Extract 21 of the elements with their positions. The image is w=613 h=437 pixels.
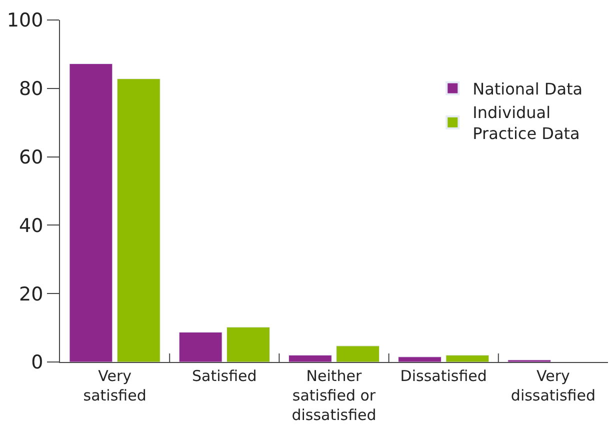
x-tick-label: Very satisfied [83, 367, 146, 404]
x-tick-label: Very dissatisfied [510, 367, 596, 404]
bar [178, 332, 222, 362]
legend-label: Individual Practice Data [472, 103, 580, 144]
bar [288, 354, 332, 362]
bar [226, 326, 270, 362]
legend-label: National Data [472, 79, 583, 98]
y-tick-label: 80 [19, 78, 44, 100]
y-tick-label: 60 [19, 146, 44, 168]
x-tick-label: Satisfied [192, 367, 257, 385]
y-tick-label: 100 [6, 10, 44, 32]
y-tick-label: 20 [19, 283, 44, 306]
bar [336, 346, 380, 362]
x-tick-label: Neither satisfied or dissatisfied [292, 367, 376, 424]
bar [446, 354, 490, 362]
y-tick-label: 0 [31, 352, 44, 374]
bar [116, 78, 160, 362]
x-tick-label: Dissatisfied [400, 367, 487, 385]
bar [398, 356, 442, 362]
bar [69, 64, 113, 362]
y-tick-label: 40 [19, 214, 44, 237]
